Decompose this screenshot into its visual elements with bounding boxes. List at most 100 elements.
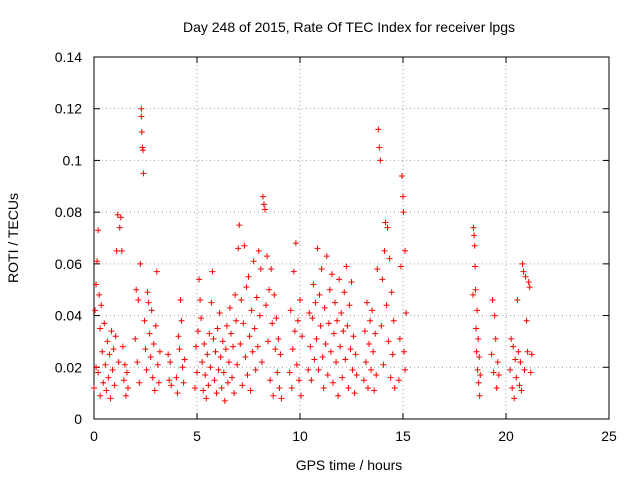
data-point xyxy=(249,348,256,355)
data-point xyxy=(475,335,482,342)
data-point xyxy=(191,384,198,391)
data-point xyxy=(391,384,398,391)
data-point xyxy=(514,297,521,304)
data-point xyxy=(471,242,478,249)
data-point xyxy=(507,366,514,373)
data-point xyxy=(352,351,359,358)
data-point xyxy=(269,320,276,327)
data-point xyxy=(180,379,187,386)
data-point xyxy=(382,219,389,226)
data-point xyxy=(132,335,139,342)
data-point xyxy=(403,309,410,316)
data-point xyxy=(108,328,115,335)
data-point xyxy=(152,322,159,329)
x-tick-label: 25 xyxy=(601,428,617,444)
data-point xyxy=(115,359,122,366)
data-point xyxy=(400,209,407,216)
data-point xyxy=(196,276,203,283)
data-point xyxy=(209,268,216,275)
data-point xyxy=(220,369,227,376)
y-axis-title: ROTI / TECUs xyxy=(5,193,21,283)
data-point xyxy=(260,201,267,208)
data-point xyxy=(240,320,247,327)
data-point xyxy=(324,372,331,379)
data-point xyxy=(306,309,313,316)
data-point xyxy=(97,325,104,332)
data-point xyxy=(244,372,251,379)
data-point xyxy=(526,284,533,291)
data-point xyxy=(351,390,358,397)
x-tick-label: 20 xyxy=(498,428,514,444)
data-point xyxy=(398,172,405,179)
data-point xyxy=(335,392,342,399)
data-point xyxy=(328,271,335,278)
data-point xyxy=(402,366,409,373)
data-point xyxy=(114,211,121,218)
data-point xyxy=(477,372,484,379)
data-point xyxy=(177,297,184,304)
data-point xyxy=(381,247,388,254)
data-point xyxy=(473,325,480,332)
data-point xyxy=(470,224,477,231)
data-point xyxy=(473,348,480,355)
data-point xyxy=(219,338,226,345)
data-point xyxy=(207,364,214,371)
data-point xyxy=(221,397,228,404)
data-point xyxy=(383,302,390,309)
data-point xyxy=(347,346,354,353)
x-tick-label: 0 xyxy=(90,428,98,444)
data-point xyxy=(136,379,143,386)
data-point xyxy=(272,346,279,353)
data-point xyxy=(289,346,296,353)
data-point xyxy=(117,214,124,221)
data-point xyxy=(105,374,112,381)
data-point xyxy=(343,263,350,270)
data-point xyxy=(524,348,531,355)
data-point xyxy=(510,343,517,350)
data-point xyxy=(226,304,233,311)
data-point xyxy=(199,359,206,366)
data-point xyxy=(309,315,316,322)
data-point xyxy=(295,377,302,384)
data-point xyxy=(239,382,246,389)
data-point xyxy=(527,369,534,376)
data-point xyxy=(273,315,280,322)
data-point xyxy=(491,312,498,319)
data-point xyxy=(141,317,148,324)
data-point xyxy=(194,369,200,376)
data-point xyxy=(120,377,127,384)
data-point xyxy=(203,395,210,402)
data-point xyxy=(122,392,129,399)
data-point xyxy=(257,266,264,273)
data-point xyxy=(201,341,208,348)
data-point xyxy=(361,328,368,335)
data-point xyxy=(397,263,404,270)
data-point xyxy=(325,320,332,327)
data-point xyxy=(256,312,263,319)
data-point xyxy=(138,105,145,112)
data-point xyxy=(350,333,357,340)
data-point xyxy=(275,335,282,342)
data-point xyxy=(472,263,479,270)
data-point xyxy=(155,379,162,386)
data-point xyxy=(255,247,262,254)
data-point xyxy=(245,273,252,280)
data-point xyxy=(208,299,215,306)
data-point xyxy=(137,260,144,267)
x-tick-label: 15 xyxy=(395,428,411,444)
data-point xyxy=(380,361,387,368)
data-point xyxy=(314,245,321,252)
data-point xyxy=(519,260,526,267)
data-point xyxy=(342,356,349,363)
data-point xyxy=(316,291,323,298)
data-point xyxy=(218,384,225,391)
data-point xyxy=(509,384,516,391)
data-point xyxy=(142,346,149,353)
data-point xyxy=(520,268,527,275)
data-point xyxy=(178,317,185,324)
data-point xyxy=(212,348,219,355)
data-point xyxy=(118,247,125,254)
data-point xyxy=(512,356,519,363)
data-point xyxy=(95,369,102,376)
data-point xyxy=(101,320,108,327)
